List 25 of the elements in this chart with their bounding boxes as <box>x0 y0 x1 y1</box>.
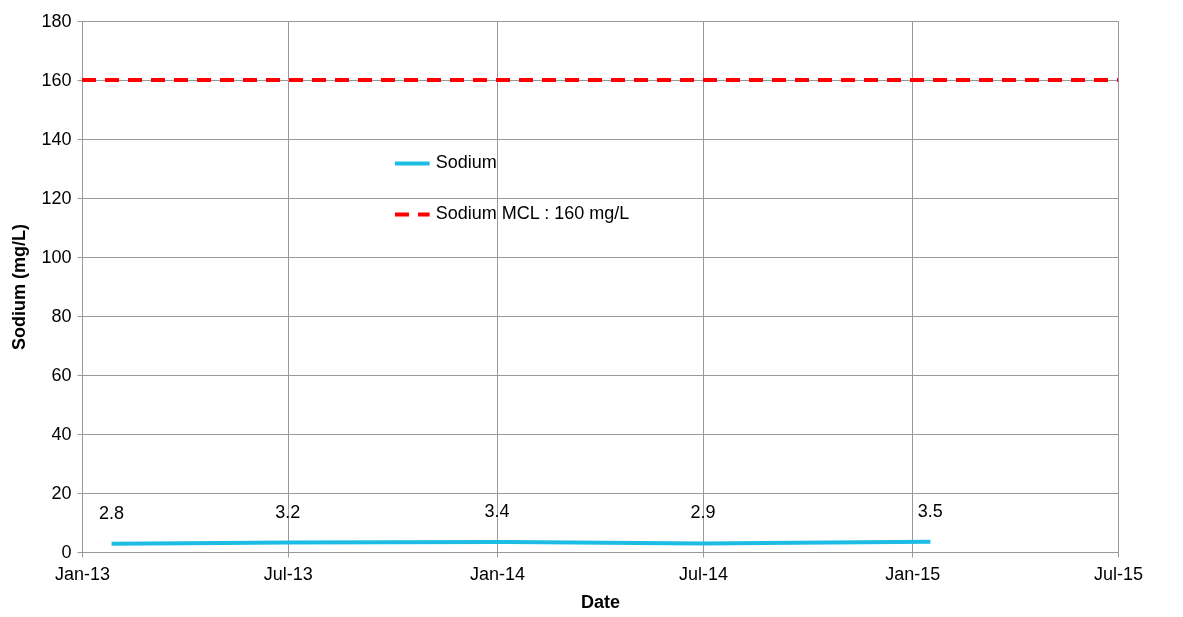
y-tick-label: 60 <box>51 364 72 385</box>
x-tick-label: Jul-14 <box>678 563 728 584</box>
y-tick-label: 160 <box>41 69 72 90</box>
y-tick-label: 0 <box>61 541 72 562</box>
x-tick-label: Jan-13 <box>54 563 111 584</box>
y-tick-label: 40 <box>51 423 72 444</box>
data-label: 3.2 <box>275 501 301 522</box>
y-tick-label: 180 <box>41 10 72 31</box>
data-label: 3.4 <box>484 500 510 521</box>
data-label: 3.5 <box>917 500 943 521</box>
y-tick-label: 100 <box>41 246 72 267</box>
legend-label: Sodium MCL : 160 mg/L <box>435 203 630 224</box>
x-axis-title: Date <box>580 591 621 612</box>
y-tick-label: 140 <box>41 128 72 149</box>
x-tick-label: Jul-13 <box>263 563 313 584</box>
x-tick-label: Jul-15 <box>1093 563 1144 584</box>
x-tick-label: Jan-14 <box>470 563 526 584</box>
y-tick-label: 120 <box>41 187 72 208</box>
legend-label: Sodium <box>435 152 497 173</box>
y-tick-label: 20 <box>51 482 72 503</box>
y-tick-label: 80 <box>51 305 72 326</box>
data-label: 2.8 <box>99 502 125 523</box>
data-label: 2.9 <box>690 502 716 523</box>
x-tick-label: Jan-15 <box>885 563 941 584</box>
y-axis-title: Sodium (mg/L) <box>9 224 30 350</box>
